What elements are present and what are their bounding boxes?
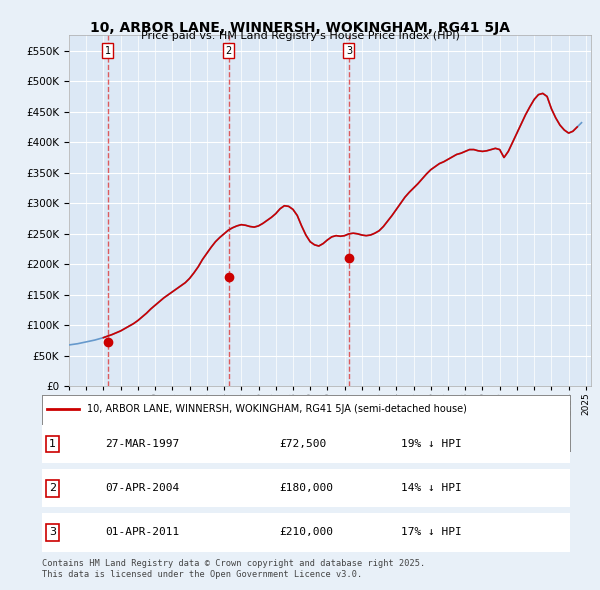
Text: 10, ARBOR LANE, WINNERSH, WOKINGHAM, RG41 5JA: 10, ARBOR LANE, WINNERSH, WOKINGHAM, RG4… [90, 21, 510, 35]
Text: 3: 3 [346, 45, 352, 55]
Text: £210,000: £210,000 [280, 527, 334, 537]
Text: 14% ↓ HPI: 14% ↓ HPI [401, 483, 462, 493]
Text: 2: 2 [226, 45, 232, 55]
Text: 2: 2 [49, 483, 56, 493]
Text: Price paid vs. HM Land Registry's House Price Index (HPI): Price paid vs. HM Land Registry's House … [140, 31, 460, 41]
Text: 27-MAR-1997: 27-MAR-1997 [106, 439, 179, 449]
Text: 01-APR-2011: 01-APR-2011 [106, 527, 179, 537]
Text: 19% ↓ HPI: 19% ↓ HPI [401, 439, 462, 449]
Text: 1: 1 [104, 45, 110, 55]
Text: 3: 3 [49, 527, 56, 537]
Text: £72,500: £72,500 [280, 439, 327, 449]
Text: 1: 1 [49, 439, 56, 449]
Text: 10, ARBOR LANE, WINNERSH, WOKINGHAM, RG41 5JA (semi-detached house): 10, ARBOR LANE, WINNERSH, WOKINGHAM, RG4… [87, 404, 467, 414]
Text: HPI: Average price, semi-detached house, Wokingham: HPI: Average price, semi-detached house,… [87, 432, 352, 442]
Text: Contains HM Land Registry data © Crown copyright and database right 2025.
This d: Contains HM Land Registry data © Crown c… [42, 559, 425, 579]
Text: 17% ↓ HPI: 17% ↓ HPI [401, 527, 462, 537]
Text: 07-APR-2004: 07-APR-2004 [106, 483, 179, 493]
Text: £180,000: £180,000 [280, 483, 334, 493]
